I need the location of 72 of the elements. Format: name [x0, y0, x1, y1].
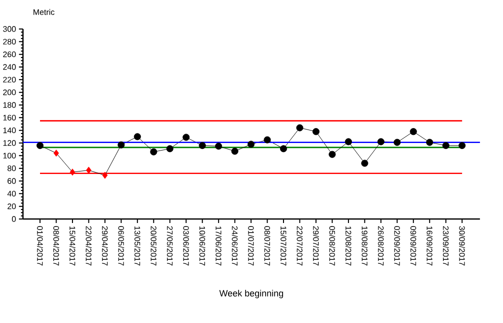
point	[182, 134, 190, 141]
point	[377, 138, 384, 146]
x-tick-label: 16/09/2017	[426, 226, 433, 266]
x-tick-label: 05/08/2017	[329, 226, 336, 266]
point	[36, 142, 44, 150]
x-tick-label: 20/05/2017	[150, 226, 157, 266]
x-tick-label: 26/08/2017	[378, 226, 384, 266]
x-axis-title: Week beginning	[219, 290, 284, 298]
point	[344, 138, 352, 146]
y-axis-title: Metric	[34, 9, 54, 15]
x-tick-label: 29/07/2017	[313, 226, 319, 266]
y-tick-label: 100	[3, 152, 16, 158]
y-tick-label: 300	[3, 26, 16, 32]
point	[410, 128, 417, 136]
y-tick-label: 200	[3, 89, 16, 96]
x-tick-label: 15/07/2017	[280, 226, 286, 266]
x-tick-label: 08/07/2017	[264, 226, 270, 266]
point	[70, 168, 76, 176]
x-tick-label: 12/08/2017	[346, 226, 352, 266]
point	[426, 138, 434, 146]
point	[458, 142, 466, 150]
y-tick-label: 140	[3, 127, 16, 134]
x-tick-label: 02/09/2017	[394, 226, 400, 266]
point	[264, 136, 271, 144]
point	[86, 166, 92, 174]
y-tick-label: 60	[8, 178, 16, 184]
y-tick-label: 260	[3, 51, 16, 58]
point	[102, 172, 108, 179]
x-tick-label: 24/06/2017	[232, 226, 238, 266]
x-tick-label: 22/07/2017	[296, 226, 303, 266]
y-tick-label: 220	[3, 76, 16, 82]
x-tick-label: 19/08/2017	[362, 226, 368, 266]
x-tick-label: 17/06/2017	[216, 226, 222, 266]
x-tick-label: 23/09/2017	[442, 226, 449, 266]
point	[150, 148, 158, 156]
x-tick-label: 30/09/2017	[459, 226, 466, 266]
y-tick-label: 280	[3, 38, 16, 44]
y-tick-label: 240	[3, 64, 16, 70]
x-tick-label: 13/05/2017	[134, 226, 140, 266]
x-tick-label: 27/05/2017	[166, 226, 173, 266]
point	[280, 145, 288, 152]
y-tick-label: 0	[12, 216, 16, 222]
point	[394, 138, 401, 146]
y-tick-label: 180	[3, 102, 16, 108]
x-tick-label: 01/07/2017	[248, 226, 254, 266]
y-tick-label: 20	[8, 203, 16, 210]
point	[118, 141, 125, 148]
x-tick-label: 08/04/2017	[53, 226, 60, 266]
point	[215, 142, 222, 150]
x-tick-label: 01/04/2017	[37, 226, 43, 266]
x-tick-label: 22/04/2017	[86, 226, 92, 266]
point	[134, 133, 141, 140]
point	[231, 148, 238, 155]
y-tick-label: 40	[7, 190, 16, 196]
x-tick-label: 03/06/2017	[183, 226, 190, 266]
point	[54, 150, 59, 157]
y-tick-label: 160	[3, 114, 16, 120]
y-tick-label: 80	[8, 165, 16, 172]
x-tick-label: 10/06/2017	[199, 226, 206, 266]
point	[296, 124, 304, 132]
x-tick-label: 09/09/2017	[410, 226, 416, 266]
point	[361, 160, 368, 167]
x-tick-label: 29/04/2017	[102, 226, 108, 266]
point	[328, 150, 336, 158]
x-tick-label: 15/04/2017	[70, 226, 76, 266]
y-tick-label: 120	[3, 140, 16, 146]
point	[198, 142, 206, 150]
point	[312, 128, 320, 136]
point	[166, 145, 174, 152]
point	[248, 140, 255, 148]
point	[442, 142, 450, 150]
x-tick-label: 06/05/2017	[118, 226, 124, 266]
